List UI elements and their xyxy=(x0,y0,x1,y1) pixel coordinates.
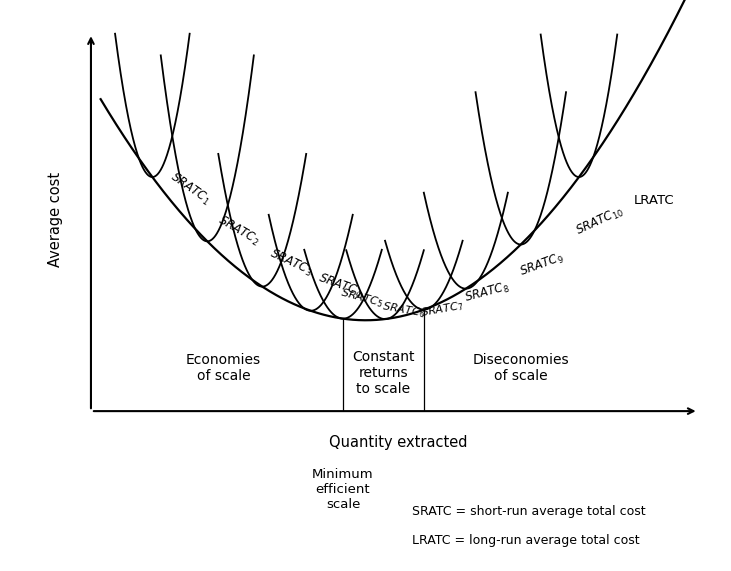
Text: Diseconomies
of scale: Diseconomies of scale xyxy=(472,353,569,383)
Text: LRATC: LRATC xyxy=(634,194,675,207)
Text: Minimum
efficient
scale: Minimum efficient scale xyxy=(312,468,374,511)
Text: SRATC$_6$: SRATC$_6$ xyxy=(381,299,426,320)
Text: SRATC$_8$: SRATC$_8$ xyxy=(463,279,511,306)
Text: Constant
returns
to scale: Constant returns to scale xyxy=(352,349,414,396)
Text: SRATC$_5$: SRATC$_5$ xyxy=(339,286,385,311)
Text: SRATC$_1$: SRATC$_1$ xyxy=(167,170,213,208)
Text: LRATC = long-run average total cost: LRATC = long-run average total cost xyxy=(412,534,640,547)
Text: SRATC = short-run average total cost: SRATC = short-run average total cost xyxy=(412,505,646,518)
Text: SRATC$_9$: SRATC$_9$ xyxy=(518,250,566,280)
Text: SRATC$_2$: SRATC$_2$ xyxy=(215,212,262,248)
Text: Economies
of scale: Economies of scale xyxy=(186,353,261,383)
Text: SRATC$_3$: SRATC$_3$ xyxy=(268,247,315,280)
Text: Quantity extracted: Quantity extracted xyxy=(329,435,467,450)
Text: SRATC$_4$: SRATC$_4$ xyxy=(316,271,364,301)
Text: SRATC$_{10}$: SRATC$_{10}$ xyxy=(574,204,626,239)
Text: Average cost: Average cost xyxy=(48,172,63,267)
Text: SRATC$_7$: SRATC$_7$ xyxy=(420,299,465,320)
